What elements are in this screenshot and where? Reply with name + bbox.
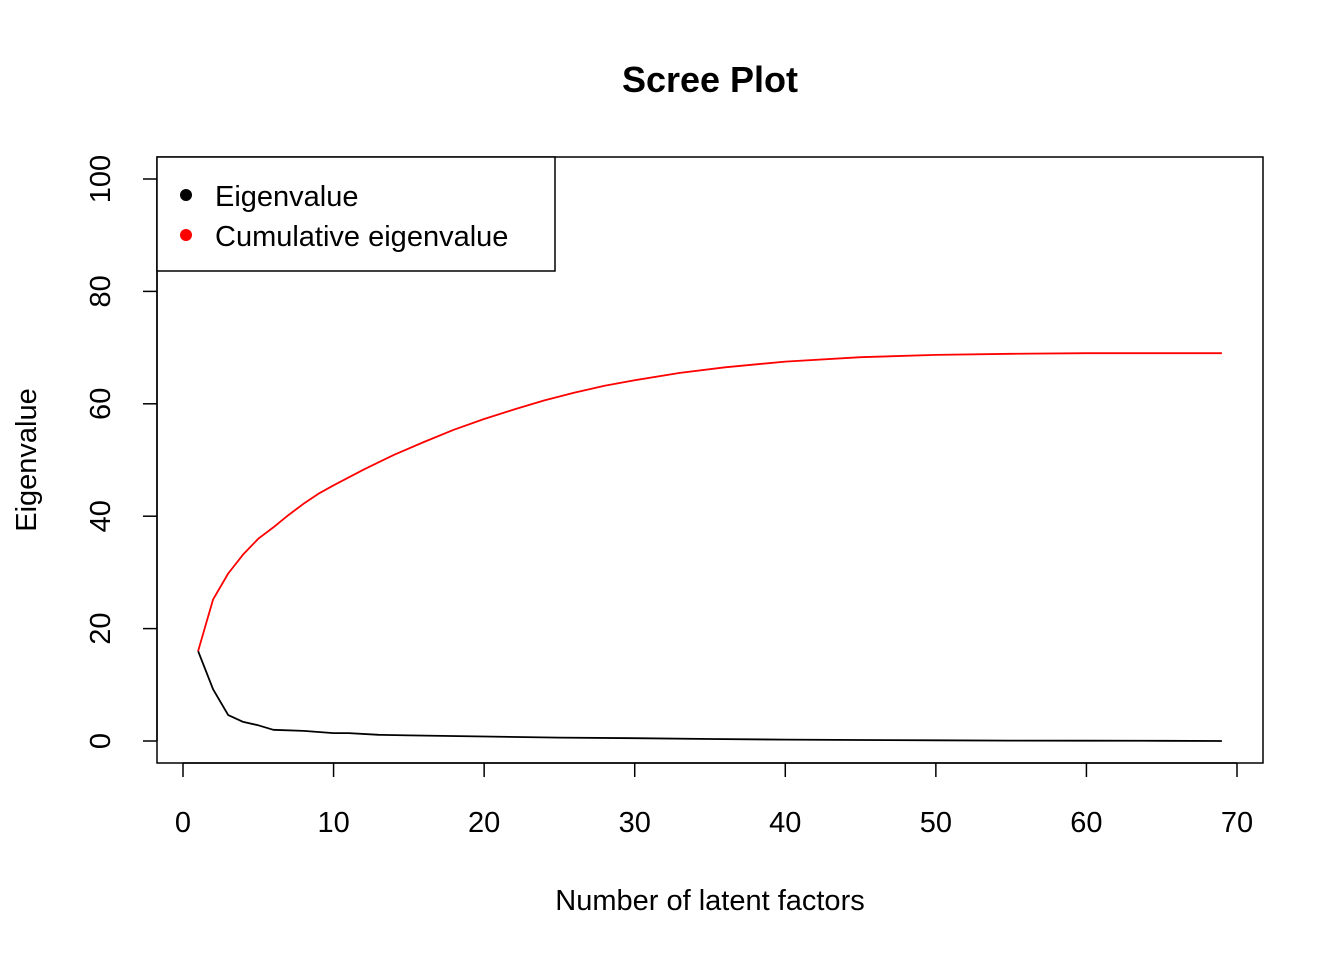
legend-marker-cumulative: [180, 229, 192, 241]
legend-marker-eigenvalue: [180, 189, 192, 201]
y-tick-label: 0: [85, 733, 117, 749]
eigenvalue-series-line: [197, 650, 1222, 742]
legend: Eigenvalue Cumulative eigenvalue: [156, 156, 556, 272]
y-tick-label: 40: [85, 500, 117, 532]
x-tick-label: 0: [175, 807, 191, 839]
y-tick-label: 60: [85, 388, 117, 420]
y-axis: 0 20 40 60 80 100: [85, 155, 158, 749]
chart-title: Scree Plot: [622, 59, 798, 100]
legend-label-cumulative: Cumulative eigenvalue: [215, 221, 508, 253]
legend-box: [156, 156, 556, 272]
y-tick-label: 20: [85, 612, 117, 644]
cumulative-eigenvalue-series-line: [197, 352, 1222, 652]
legend-label-eigenvalue: Eigenvalue: [215, 181, 359, 213]
x-axis: 0 10 20 30 40 50 60 70: [175, 762, 1253, 839]
y-tick-label: 100: [85, 155, 117, 203]
x-tick-label: 30: [619, 807, 651, 839]
x-axis-label: Number of latent factors: [555, 885, 864, 917]
series-layer: [197, 352, 1222, 742]
x-tick-label: 70: [1221, 807, 1253, 839]
x-tick-label: 40: [769, 807, 801, 839]
x-tick-label: 20: [468, 807, 500, 839]
x-tick-label: 50: [920, 807, 952, 839]
y-axis-label: Eigenvalue: [11, 388, 43, 532]
x-tick-label: 10: [317, 807, 349, 839]
x-tick-label: 60: [1070, 807, 1102, 839]
y-tick-label: 80: [85, 275, 117, 307]
